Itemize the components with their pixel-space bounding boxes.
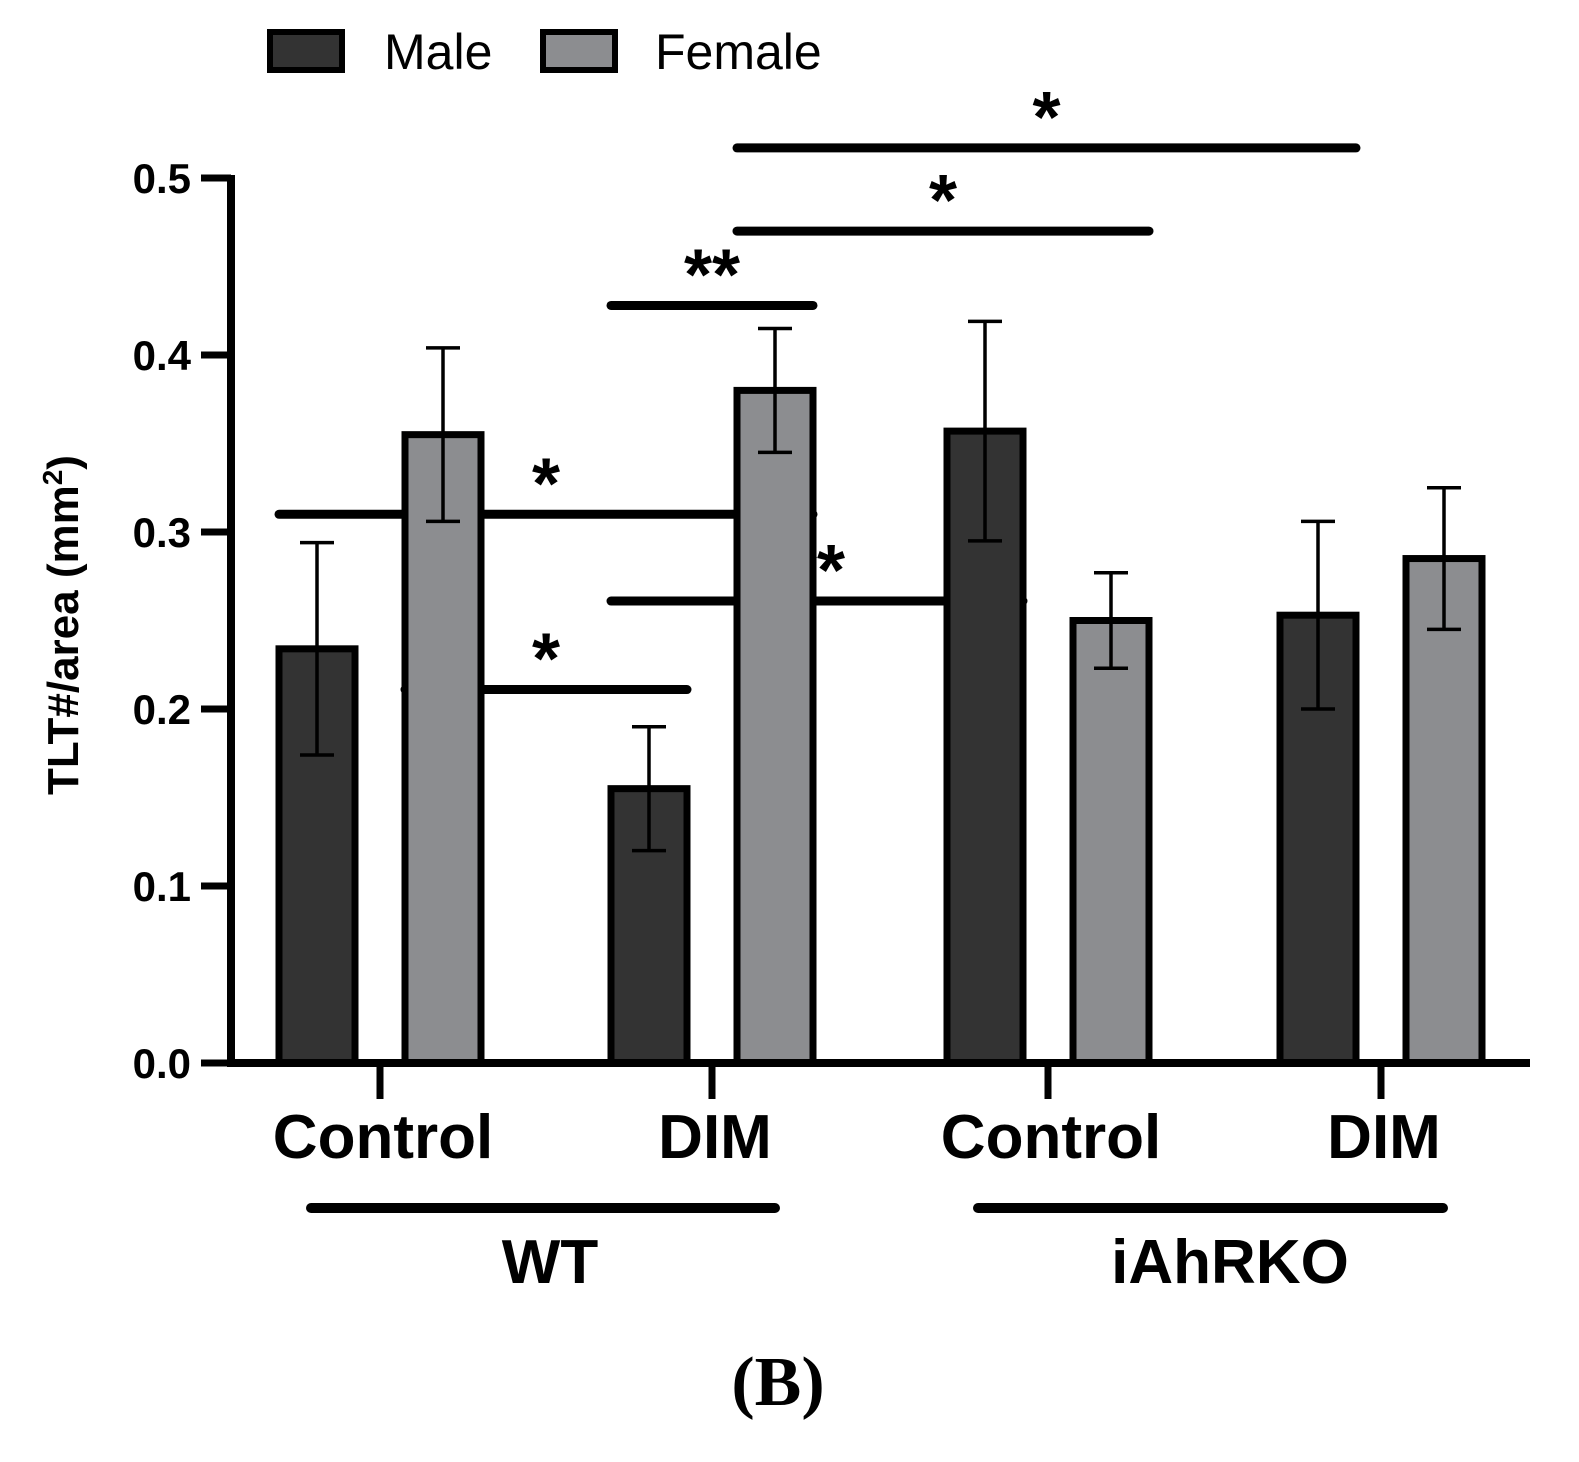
y-tick-label: 0.5	[133, 155, 191, 202]
significance-label: *	[532, 620, 560, 700]
y-tick-label: 0.3	[133, 509, 191, 556]
x-tick-label: Control	[941, 1103, 1161, 1172]
axis-labels: 0.0 0.1 0.2 0.3 0.4 0.5 Control DIM Control DIM WT…	[133, 155, 1448, 1297]
x-tick-label: Control	[273, 1103, 493, 1172]
y-tick-label: 0.2	[133, 686, 191, 733]
bar-female	[733, 386, 817, 1067]
y-axis-title: TLT#/area (mm2)	[37, 455, 88, 795]
significance-label: *	[929, 161, 957, 241]
y-tick-label: 0.1	[133, 863, 191, 910]
y-axis-title-main: TLT#/area (mm	[39, 485, 88, 795]
y-tick-label: 0.0	[133, 1040, 191, 1087]
group-label: WT	[502, 1228, 599, 1297]
error-bars	[300, 319, 1461, 853]
bar-female	[1402, 555, 1486, 1067]
panel-label: (B)	[731, 1344, 824, 1421]
bar-female	[1069, 617, 1153, 1067]
significance-label: *	[1032, 78, 1060, 158]
axes	[201, 174, 1530, 1099]
x-tick-label: DIM	[658, 1103, 772, 1172]
bars	[275, 386, 1486, 1067]
significance-label: **	[684, 235, 740, 315]
significance-label: *	[532, 444, 560, 524]
legend-swatch-female	[540, 29, 618, 73]
significance-annotations: ********	[274, 78, 1361, 700]
y-axis-title-close: )	[39, 455, 88, 470]
bar-female	[401, 431, 485, 1067]
y-tick-label: 0.4	[133, 332, 192, 379]
legend-swatch-male	[267, 29, 345, 73]
x-tick-label: DIM	[1327, 1103, 1441, 1172]
y-axis-title-superscript: 2	[37, 470, 68, 486]
legend: Male Female	[267, 24, 822, 80]
group-label: iAhRKO	[1111, 1228, 1349, 1297]
legend-label-female: Female	[655, 24, 822, 80]
legend-label-male: Male	[384, 24, 492, 80]
